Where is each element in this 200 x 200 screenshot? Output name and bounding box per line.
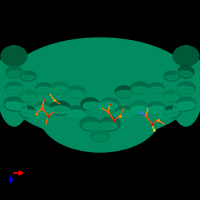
Ellipse shape [166, 75, 178, 80]
Ellipse shape [173, 102, 195, 110]
Ellipse shape [21, 111, 35, 117]
Ellipse shape [93, 135, 107, 140]
Ellipse shape [69, 111, 83, 116]
Ellipse shape [101, 98, 119, 110]
Ellipse shape [103, 103, 117, 108]
Ellipse shape [180, 71, 192, 77]
Ellipse shape [173, 46, 199, 66]
Ellipse shape [36, 87, 52, 93]
Ellipse shape [4, 97, 24, 111]
Ellipse shape [176, 97, 196, 111]
Ellipse shape [22, 75, 34, 80]
Ellipse shape [50, 106, 70, 114]
Ellipse shape [100, 117, 120, 131]
Ellipse shape [51, 82, 69, 94]
Ellipse shape [19, 90, 37, 102]
Ellipse shape [80, 117, 100, 131]
Ellipse shape [169, 46, 200, 126]
Ellipse shape [91, 130, 109, 142]
Ellipse shape [20, 71, 36, 81]
Ellipse shape [36, 83, 52, 93]
Ellipse shape [99, 122, 117, 130]
Ellipse shape [67, 90, 85, 98]
Ellipse shape [130, 101, 150, 115]
Ellipse shape [50, 101, 70, 115]
Ellipse shape [133, 87, 147, 92]
Ellipse shape [147, 106, 165, 114]
Ellipse shape [7, 71, 25, 77]
Ellipse shape [99, 102, 117, 110]
Ellipse shape [5, 82, 23, 94]
Ellipse shape [21, 95, 35, 101]
Ellipse shape [51, 86, 69, 94]
Ellipse shape [163, 90, 181, 102]
Ellipse shape [149, 107, 163, 113]
Ellipse shape [6, 86, 26, 94]
Ellipse shape [6, 66, 22, 78]
Ellipse shape [132, 107, 148, 113]
Ellipse shape [131, 86, 149, 94]
Ellipse shape [7, 103, 21, 109]
Ellipse shape [0, 46, 31, 126]
Ellipse shape [178, 66, 194, 78]
Ellipse shape [179, 87, 193, 92]
Ellipse shape [53, 87, 67, 92]
Ellipse shape [40, 80, 160, 152]
Ellipse shape [67, 86, 85, 98]
Ellipse shape [8, 71, 20, 77]
Ellipse shape [35, 102, 53, 114]
Ellipse shape [130, 106, 150, 114]
Ellipse shape [83, 123, 98, 129]
Ellipse shape [148, 83, 164, 93]
Ellipse shape [7, 87, 21, 92]
Ellipse shape [165, 111, 179, 117]
Ellipse shape [21, 94, 39, 102]
Ellipse shape [175, 71, 193, 77]
Ellipse shape [177, 82, 195, 94]
Ellipse shape [164, 71, 180, 81]
Ellipse shape [83, 103, 97, 108]
Ellipse shape [148, 87, 164, 93]
Ellipse shape [52, 107, 68, 113]
Ellipse shape [117, 91, 131, 97]
Ellipse shape [147, 102, 165, 114]
Ellipse shape [174, 86, 194, 94]
Ellipse shape [115, 90, 133, 98]
Ellipse shape [103, 123, 118, 129]
Ellipse shape [35, 106, 53, 114]
Ellipse shape [83, 122, 101, 130]
Ellipse shape [117, 111, 131, 116]
Ellipse shape [165, 95, 179, 101]
Ellipse shape [5, 102, 27, 110]
Ellipse shape [4, 38, 196, 138]
Ellipse shape [131, 82, 149, 94]
Ellipse shape [115, 110, 133, 118]
Ellipse shape [92, 134, 108, 142]
Ellipse shape [20, 110, 40, 118]
Ellipse shape [179, 103, 193, 109]
Ellipse shape [67, 106, 85, 118]
Ellipse shape [160, 110, 180, 118]
Ellipse shape [81, 98, 99, 110]
Ellipse shape [83, 102, 101, 110]
Ellipse shape [1, 46, 27, 66]
Ellipse shape [69, 91, 83, 97]
Ellipse shape [37, 107, 51, 113]
Ellipse shape [161, 94, 179, 102]
Ellipse shape [115, 86, 133, 98]
Ellipse shape [19, 106, 37, 118]
Ellipse shape [115, 106, 133, 118]
Ellipse shape [38, 87, 50, 92]
Ellipse shape [163, 106, 181, 118]
Ellipse shape [67, 110, 85, 118]
Ellipse shape [150, 87, 162, 92]
